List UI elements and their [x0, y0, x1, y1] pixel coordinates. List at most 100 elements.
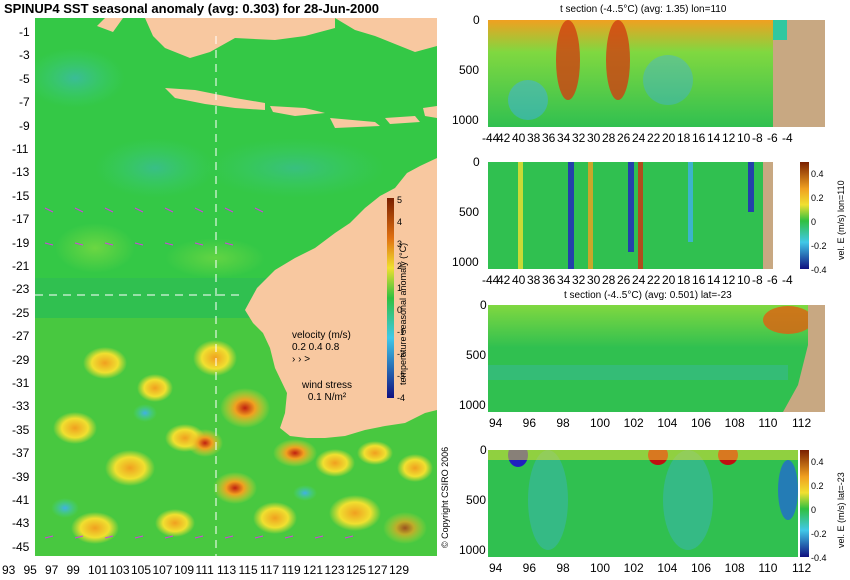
velocity-legend-arrows: › › >	[292, 354, 311, 365]
velocity-colorbar-tick: 0.2	[811, 481, 824, 491]
panel-4-section[interactable]	[488, 450, 798, 557]
panel-x-tick: 20	[662, 131, 676, 145]
velocity-colorbar-tick: 0.4	[811, 169, 824, 179]
colorbar-tick: -2	[397, 349, 406, 359]
colorbar-tick: -1	[397, 327, 406, 337]
lat-tick: -1	[19, 25, 30, 39]
panel-y-tick: 0	[473, 13, 480, 27]
copyright: © Copyright CSIRO 2006	[440, 446, 450, 548]
panel-x-tick: 96	[522, 416, 537, 430]
velocity-colorbar-tick: 0	[811, 217, 817, 227]
panel-4-side-label: vel. E (m/s) lat=-23	[836, 472, 846, 548]
panel-x-tick: 38	[527, 273, 541, 287]
lat-tick: -7	[19, 95, 30, 110]
lat-tick: -11	[12, 142, 29, 156]
panel-y-tick: 1000	[452, 113, 479, 127]
wind-vectors	[44, 207, 354, 539]
panel-y-tick: 0	[480, 443, 487, 457]
panel-x-tick: -44	[482, 131, 500, 145]
lon-tick: 117	[260, 563, 280, 577]
panel-x-tick: 24	[632, 273, 646, 287]
lat-tick: -41	[12, 493, 30, 507]
velocity-legend: velocity (m/s) 0.2 0.4 0.8 › › >	[292, 330, 351, 366]
panel-y-tick: 1000	[452, 255, 479, 269]
lon-tick: 129	[389, 563, 410, 577]
panel-x-tick: 36	[542, 273, 556, 287]
panel-y-tick: 500	[466, 493, 487, 507]
wind-legend: wind stress 0.1 N/m²	[302, 380, 352, 404]
panel-x-tick: -6	[767, 131, 778, 145]
panel-x-tick: 40	[512, 131, 526, 145]
panel-3-title: t section (-4..5°C) (avg: 0.501) lat=-23	[564, 290, 732, 301]
panel-x-tick: 108	[724, 561, 745, 575]
lon-tick: 107	[152, 563, 173, 577]
lon-tick: 113	[217, 563, 237, 577]
panel-x-tick: 98	[556, 561, 570, 575]
panel-y-tick: 1000	[459, 398, 486, 412]
panel-y-tick: 0	[473, 155, 480, 169]
velocity-colorbar-tick: -0.2	[811, 241, 827, 251]
lat-tick: -17	[12, 212, 30, 227]
lat-tick: -45	[12, 539, 30, 554]
colorbar-tick: 0	[397, 305, 403, 315]
colorbar-tick: 4	[397, 217, 403, 227]
panel-x-tick: 22	[647, 131, 661, 145]
panel-y-tick: 500	[466, 348, 487, 362]
velocity-legend-title: velocity (m/s)	[292, 330, 351, 341]
lat-tick: -31	[12, 376, 30, 390]
panel-y-tick: 500	[459, 63, 480, 77]
panel-x-tick: 30	[587, 131, 601, 145]
lon-tick: 125	[346, 563, 367, 577]
lat-tick: -5	[19, 71, 30, 86]
panel-x-tick: 12	[722, 273, 736, 287]
lon-tick: 115	[238, 563, 258, 577]
panel-x-tick: 100	[590, 416, 611, 430]
panel-x-tick: 10	[737, 131, 751, 145]
lat-tick: -3	[19, 48, 30, 63]
panel-x-tick: 16	[692, 131, 706, 145]
panel-x-tick: -44	[482, 273, 500, 287]
main-map[interactable]	[35, 18, 437, 556]
panel-x-tick: 38	[527, 131, 541, 145]
panel-2-side-label: vel. E (m/s) lon=110	[836, 180, 846, 260]
temperature-colorbar	[387, 198, 394, 398]
velocity-colorbar-tick: -0.4	[811, 553, 827, 563]
panel-2-section[interactable]	[488, 162, 773, 269]
wind-legend-title: wind stress	[302, 380, 353, 391]
velocity-colorbar-tick: -0.2	[811, 529, 827, 539]
panel-x-tick: 42	[497, 131, 511, 145]
panel-x-tick: 28	[602, 131, 616, 145]
lon-tick: 119	[281, 563, 301, 577]
sst-anomaly-field	[35, 48, 433, 544]
panel-x-tick: 108	[724, 416, 745, 430]
panel-3-section[interactable]	[488, 305, 825, 412]
panel-x-tick: -8	[752, 131, 763, 145]
velocity-colorbar-tick: -0.4	[811, 265, 827, 275]
panel-2-colorbar	[800, 162, 809, 269]
panel-4-colorbar	[800, 450, 809, 557]
lon-tick: 111	[195, 563, 214, 577]
lat-tick: -19	[12, 235, 30, 250]
panel-x-tick: 106	[691, 416, 712, 430]
panel-x-tick: 18	[677, 131, 691, 145]
lat-tick: -37	[12, 446, 30, 461]
panel-x-tick: 100	[590, 561, 611, 575]
colorbar-tick: -4	[397, 393, 406, 403]
panel-1-section[interactable]	[488, 20, 825, 127]
lat-tick: -33	[12, 399, 30, 414]
lon-tick: 101	[88, 563, 109, 577]
lon-tick: 95	[23, 563, 37, 577]
panel-x-tick: -8	[752, 273, 763, 287]
panel-y-tick: 500	[459, 205, 480, 219]
velocity-colorbar-tick: 0	[811, 505, 817, 515]
panel-x-tick: 24	[632, 131, 646, 145]
panel-x-tick: 94	[489, 561, 503, 575]
panel-x-tick: 14	[707, 131, 721, 145]
panel-x-tick: 30	[587, 273, 601, 287]
lon-tick: 99	[66, 563, 80, 577]
panel-x-tick: 42	[497, 273, 511, 287]
panel-x-tick: 26	[617, 273, 631, 287]
panel-x-tick: 104	[657, 561, 678, 575]
lat-tick: -35	[12, 422, 30, 437]
lon-tick: 103	[109, 563, 130, 577]
